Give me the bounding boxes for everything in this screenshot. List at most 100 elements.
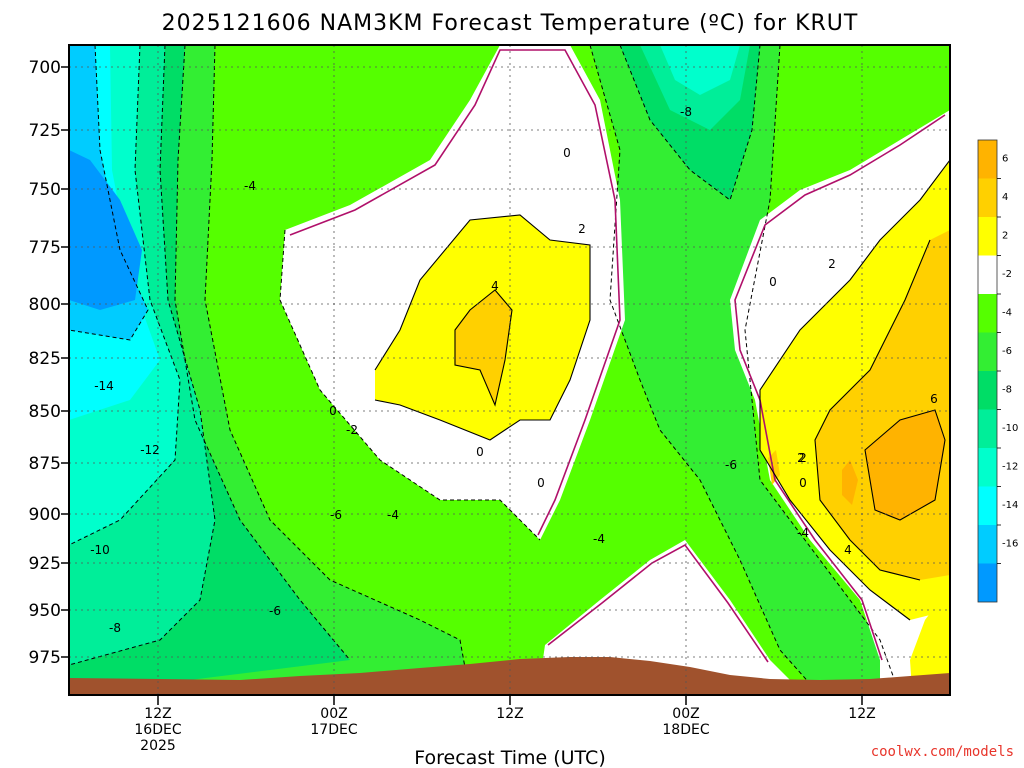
contour-plus-4-right: [814, 239, 931, 581]
contour-label: -6: [269, 604, 281, 618]
contour-label: 0: [329, 404, 337, 418]
y-tick-label: 975: [29, 648, 61, 668]
colorbar-label: 4: [1002, 192, 1008, 203]
contour-label: -4: [244, 179, 256, 193]
colorbar-label: 6: [1002, 154, 1008, 165]
x-tick-label: 18DEC: [662, 722, 709, 738]
contour-label: -10: [90, 543, 110, 557]
field-band-plus-2-bottom: [910, 600, 950, 690]
colorbar-label: -14: [1002, 500, 1018, 511]
contour-label: -6: [725, 458, 737, 472]
contour-label: 4: [844, 543, 852, 557]
contour-label: -2: [346, 423, 358, 437]
field-band-plus-6-right: [865, 410, 945, 520]
y-tick-label: 800: [29, 295, 61, 315]
y-tick-label: 700: [29, 58, 61, 78]
contour-dashed-minus-6: [204, 45, 471, 695]
x-axis-label: Forecast Time (UTC): [414, 747, 605, 768]
y-tick-label: 950: [29, 601, 61, 621]
colorbar-swatch: [978, 371, 997, 410]
x-tick-label: 12Z: [496, 706, 523, 722]
contour-label: 2: [828, 257, 836, 271]
colorbar-label: -8: [1002, 385, 1012, 396]
x-tick-label: 12Z: [144, 706, 171, 722]
contour-dashed-minus-4: [279, 229, 541, 541]
colorbar-swatch: [978, 294, 997, 333]
y-tick-label: 875: [29, 454, 61, 474]
contour-label: 2: [799, 451, 807, 465]
contour-label: 0: [563, 146, 571, 160]
colorbar: 6 4 2 -2 -4 -6 -8 -10 -12 -14 -16: [977, 139, 1018, 603]
colorbar-swatch: [978, 525, 997, 564]
contour-label: -8: [680, 105, 692, 119]
colorbar-swatch: [978, 409, 997, 448]
y-tick-label: 925: [29, 554, 61, 574]
contour-label: -4: [797, 526, 809, 540]
y-tick-label: 850: [29, 402, 61, 422]
field-band-plus-4-left: [455, 290, 512, 405]
x-tick-label: 2025: [140, 738, 176, 754]
colorbar-swatch: [978, 178, 997, 217]
colorbar-label: -10: [1002, 423, 1018, 434]
contour-label: 0: [476, 445, 484, 459]
y-tick-label: 725: [29, 121, 61, 141]
contour-label: 2: [797, 451, 805, 465]
x-tick-label: 00Z: [320, 706, 347, 722]
colorbar-label: -16: [1002, 539, 1018, 550]
chart-title: 2025121606 NAM3KM Forecast Temperature (…: [162, 11, 859, 36]
colorbar-swatch: [978, 217, 997, 256]
terrain: [69, 657, 950, 695]
contour-label: -4: [387, 508, 399, 522]
x-tick-marks: [157, 695, 863, 705]
y-tick-label: 775: [29, 238, 61, 258]
colorbar-label: -4: [1002, 308, 1012, 319]
contour-plus-2-left: [374, 214, 591, 441]
colorbar-swatch: [978, 563, 997, 602]
y-tick-marks: [61, 66, 69, 658]
contour-label: -12: [140, 443, 160, 457]
contour-label: 0: [769, 275, 777, 289]
contour-label: -14: [94, 379, 114, 393]
y-tick-label: 900: [29, 505, 61, 525]
x-tick-label: 16DEC: [134, 722, 181, 738]
y-tick-labels: 700 725 750 775 800 825 850 875 900 925 950 975: [29, 58, 61, 668]
contour-label: -4: [593, 532, 605, 546]
field-band-plus-6-dot: [842, 460, 858, 505]
contour-label: 2: [578, 222, 586, 236]
contour-dashed-minus-6-mid: [589, 45, 821, 695]
temperature-field: [69, 45, 950, 695]
x-tick-label: 17DEC: [310, 722, 357, 738]
grid: [69, 45, 950, 695]
contour-dashed-minus-14: [69, 45, 149, 341]
field-band-minus-18: [69, 150, 142, 310]
colorbar-label: -6: [1002, 346, 1012, 357]
x-tick-label: 12Z: [848, 706, 875, 722]
colorbar-swatch: [978, 332, 997, 371]
contour-label: 4: [491, 279, 499, 293]
contour-label: 0: [537, 476, 545, 490]
colorbar-label: 2: [1002, 231, 1008, 242]
contour-dashed-minus-4-right: [744, 45, 901, 695]
field-band-minus-12-mid: [660, 45, 740, 95]
contour-plus-6-right: [864, 409, 946, 521]
colorbar-swatch: [978, 448, 997, 487]
contour-label: -8: [109, 621, 121, 635]
contour-dashed-minus-10: [69, 45, 216, 666]
colorbar-swatch: [978, 140, 997, 179]
colorbar-swatch: [978, 486, 997, 525]
colorbar-label: -12: [1002, 462, 1018, 473]
y-tick-label: 750: [29, 180, 61, 200]
contour-label: 0: [799, 476, 807, 490]
y-tick-label: 825: [29, 349, 61, 369]
contour-dashed-minus-8: [174, 45, 351, 661]
colorbar-label: -2: [1002, 269, 1012, 280]
contour-zero-left: [289, 49, 621, 536]
colorbar-swatch: [978, 255, 997, 294]
contour-dashed-minus-8-mid: [619, 45, 761, 201]
x-tick-label: 00Z: [672, 706, 699, 722]
contour-label: 6: [930, 392, 938, 406]
contour-plus-4-left: [454, 289, 513, 407]
